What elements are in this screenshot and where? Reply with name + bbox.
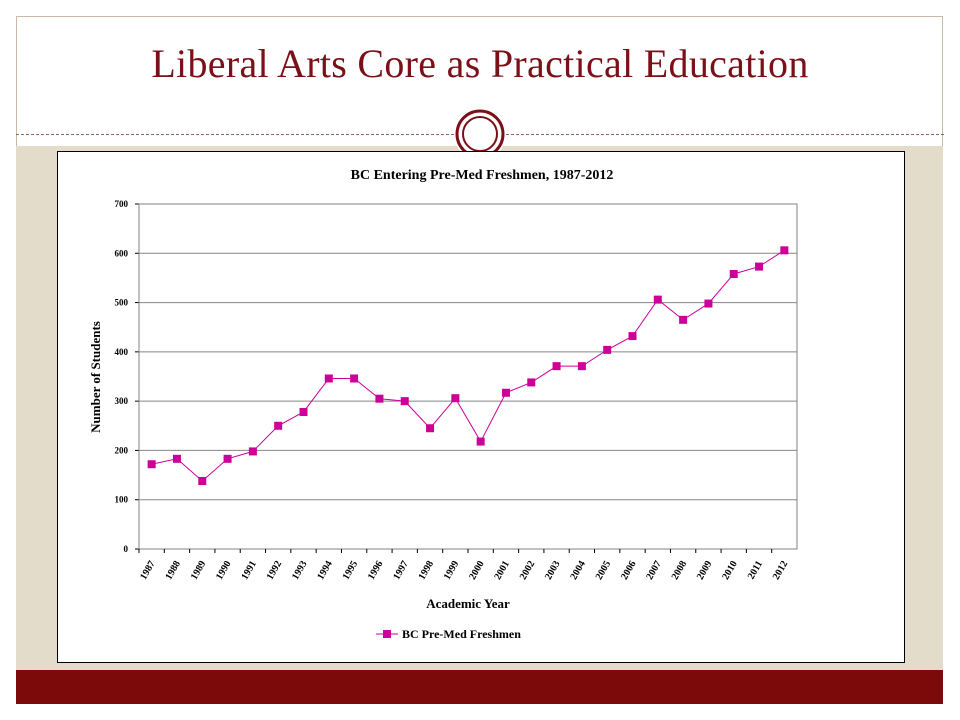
- y-tick-label: 300: [115, 396, 129, 406]
- data-point-marker: [400, 397, 409, 406]
- legend-marker: [383, 630, 391, 638]
- x-tick-label: 1999: [442, 559, 462, 582]
- x-tick-label: 1995: [341, 559, 361, 582]
- data-point-marker: [501, 388, 510, 397]
- x-tick-label: 2007: [644, 559, 664, 582]
- y-tick-label: 400: [115, 347, 129, 357]
- x-tick-label: 2012: [771, 559, 791, 582]
- x-axis-label: Academic Year: [426, 596, 510, 611]
- x-tick-label: 2008: [670, 559, 690, 582]
- data-point-marker: [223, 454, 232, 463]
- data-point-marker: [755, 262, 764, 271]
- x-tick-label: 2004: [568, 559, 588, 582]
- y-tick-label: 500: [115, 298, 129, 308]
- plot-area: [138, 203, 798, 550]
- slide-title: Liberal Arts Core as Practical Education: [151, 41, 809, 86]
- data-point-marker: [552, 362, 561, 371]
- chart-title: BC Entering Pre-Med Freshmen, 1987-2012: [351, 168, 614, 183]
- data-point-marker: [729, 269, 738, 278]
- y-tick-label: 200: [115, 445, 129, 455]
- data-point-marker: [679, 315, 688, 324]
- x-tick-label: 1991: [239, 559, 259, 582]
- x-tick-label: 1994: [315, 559, 335, 582]
- data-point-marker: [628, 332, 637, 341]
- data-point-marker: [198, 476, 207, 485]
- x-tick-label: 2006: [619, 559, 639, 582]
- footer-band: [16, 670, 943, 704]
- y-axis-label: Number of Students: [88, 321, 103, 433]
- x-tick-label: 2001: [492, 559, 512, 582]
- y-tick-label: 0: [124, 544, 129, 554]
- y-tick-label: 600: [115, 248, 129, 258]
- x-tick-label: 2000: [467, 559, 487, 582]
- legend-label: BC Pre-Med Freshmen: [402, 627, 521, 641]
- x-tick-label: 2002: [518, 559, 538, 582]
- data-point-marker: [147, 460, 156, 469]
- data-point-marker: [248, 447, 257, 456]
- x-tick-label: 2010: [720, 559, 740, 582]
- data-point-marker: [274, 421, 283, 430]
- circle-emblem-icon: [454, 108, 506, 160]
- data-point-marker: [375, 394, 384, 403]
- data-point-marker: [350, 374, 359, 383]
- chart-panel: BC Entering Pre-Med Freshmen, 1987-2012 0…: [57, 151, 905, 663]
- series-line: [151, 249, 785, 482]
- x-tick-label: 1988: [163, 559, 183, 582]
- data-point-marker: [172, 454, 181, 463]
- data-point-marker: [426, 424, 435, 433]
- x-tick-label: 1996: [366, 559, 386, 582]
- x-tick-label: 2005: [594, 559, 614, 582]
- x-tick-label: 1987: [138, 559, 158, 582]
- data-point-marker: [527, 378, 536, 387]
- x-tick-label: 1998: [417, 559, 437, 582]
- x-tick-label: 1993: [290, 559, 310, 582]
- data-point-marker: [780, 246, 789, 255]
- data-point-marker: [476, 437, 485, 446]
- x-tick-label: 1992: [265, 559, 285, 582]
- x-tick-label: 1997: [391, 559, 411, 582]
- x-tick-label: 2003: [543, 559, 563, 582]
- y-tick-label: 100: [115, 495, 129, 505]
- x-tick-label: 1990: [214, 559, 234, 582]
- data-point-marker: [299, 407, 308, 416]
- data-point-marker: [603, 345, 612, 354]
- data-point-marker: [653, 295, 662, 304]
- x-tick-label: 2009: [695, 559, 715, 582]
- data-point-marker: [577, 362, 586, 371]
- data-point-marker: [324, 374, 333, 383]
- data-point-marker: [451, 394, 460, 403]
- y-tick-label: 700: [115, 199, 129, 209]
- data-point-marker: [704, 299, 713, 308]
- line-chart: BC Entering Pre-Med Freshmen, 1987-2012 0…: [88, 168, 798, 641]
- x-tick-label: 1989: [189, 559, 209, 582]
- x-tick-label: 2011: [746, 559, 765, 581]
